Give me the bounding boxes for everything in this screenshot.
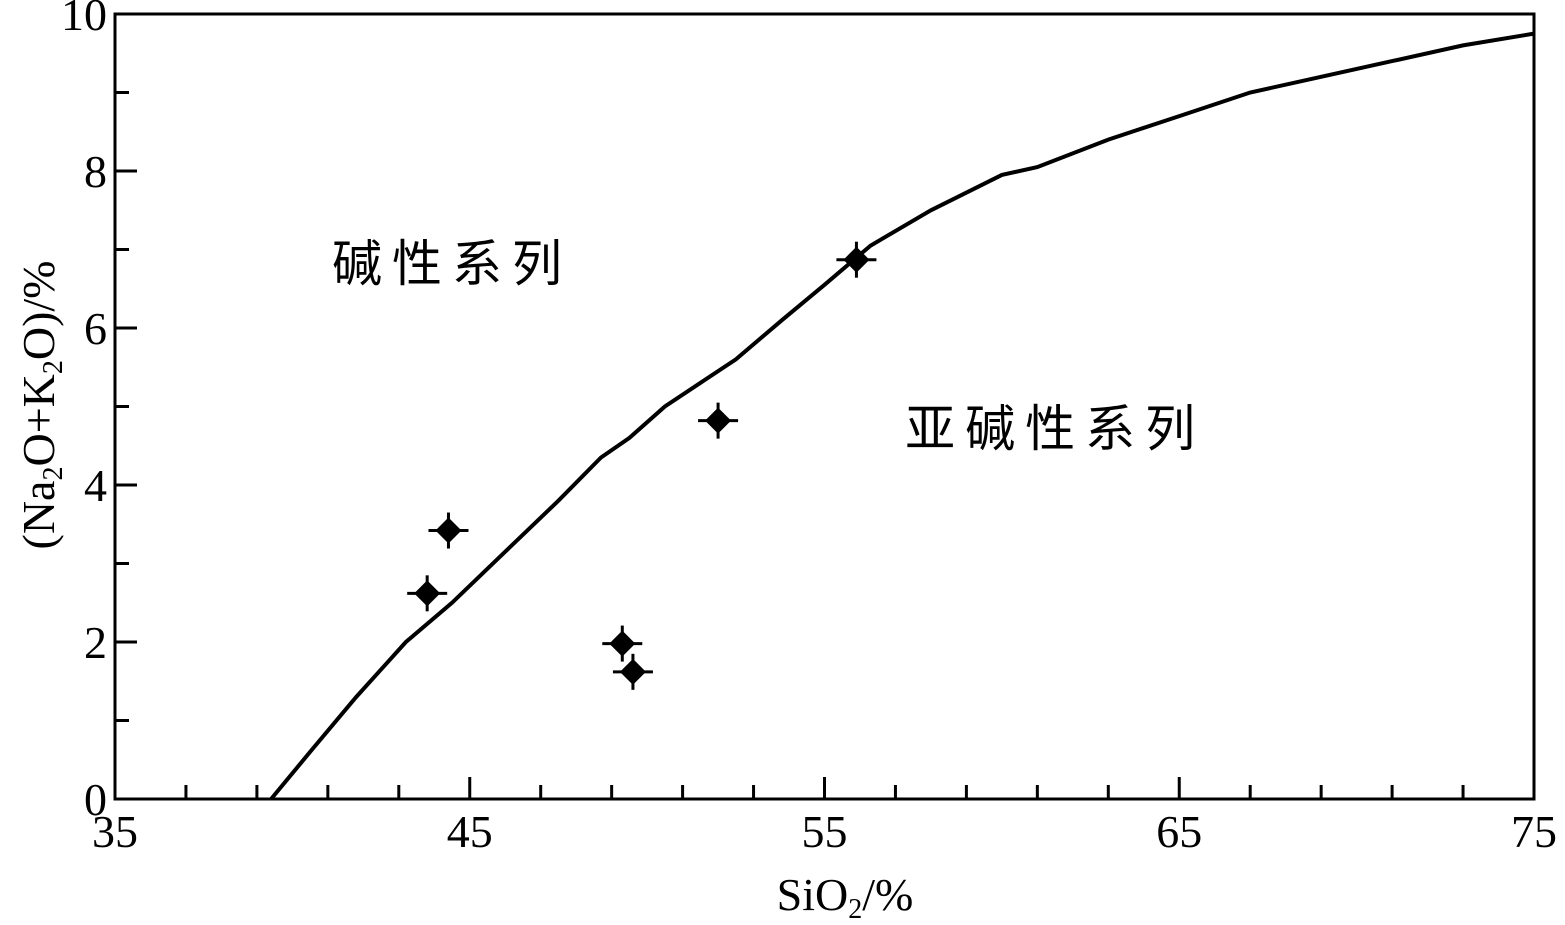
x-axis-title-base: SiO bbox=[777, 869, 849, 920]
y-axis-title-open: (Na bbox=[13, 481, 64, 550]
data-point bbox=[836, 241, 877, 278]
point-diamond-marker bbox=[435, 517, 462, 544]
plot-frame bbox=[113, 12, 1536, 801]
x-tick-label: 75 bbox=[1511, 806, 1557, 857]
y-axis-title: (Na2O+K2O)/% bbox=[13, 261, 69, 550]
x-axis-title: SiO2/% bbox=[777, 869, 914, 925]
alkaline-subalkaline-boundary-line bbox=[269, 31, 1535, 801]
y-tick-label: 2 bbox=[84, 617, 107, 668]
subalkaline-series-label: 亚碱性系列 bbox=[905, 400, 1205, 458]
y-tick-label: 4 bbox=[84, 460, 107, 511]
point-diamond-marker bbox=[619, 658, 646, 685]
point-diamond-marker bbox=[414, 580, 441, 607]
y-tick-label: 8 bbox=[84, 146, 107, 197]
y-tick-label: 0 bbox=[84, 774, 107, 825]
y-axis-title-mid: O+K bbox=[13, 374, 64, 466]
point-diamond-marker bbox=[609, 630, 636, 657]
y-axis-title-sub1: 2 bbox=[38, 467, 69, 481]
data-point bbox=[407, 575, 448, 612]
point-diamond-marker bbox=[843, 246, 870, 273]
x-tick-label: 55 bbox=[802, 806, 848, 857]
y-tick-label: 10 bbox=[61, 0, 107, 40]
data-point bbox=[612, 653, 653, 690]
x-axis-title-suffix: /% bbox=[862, 869, 913, 920]
alkaline-series-label: 碱性系列 bbox=[332, 235, 572, 293]
x-axis-title-sub: 2 bbox=[848, 894, 862, 925]
y-axis-title-close: O)/% bbox=[13, 261, 64, 361]
point-diamond-marker bbox=[705, 407, 732, 434]
ticks-layer: 35 45 55 65 75 0 2 4 6 8 10 bbox=[61, 0, 1557, 857]
data-point bbox=[698, 402, 739, 439]
points-layer bbox=[407, 241, 877, 690]
y-tick-label: 6 bbox=[84, 303, 107, 354]
data-point bbox=[602, 625, 643, 662]
y-axis-title-sub2: 2 bbox=[38, 360, 69, 374]
x-tick-label: 45 bbox=[447, 806, 493, 857]
x-tick-label: 65 bbox=[1156, 806, 1202, 857]
data-point bbox=[428, 512, 469, 549]
x-tick-label: 35 bbox=[92, 806, 138, 857]
